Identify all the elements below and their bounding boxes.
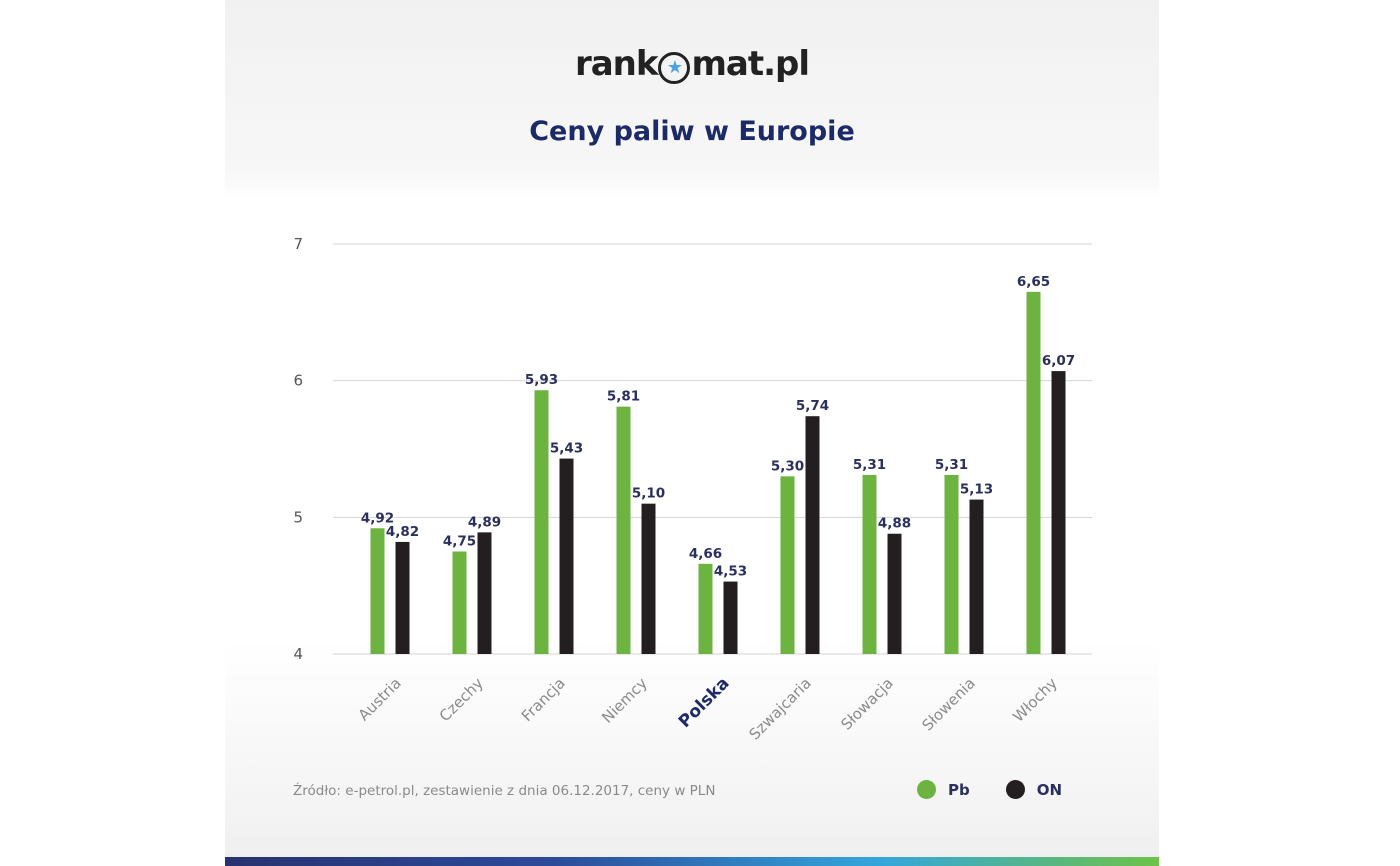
legend-item-pb: Pb	[917, 780, 970, 799]
bar-on	[559, 458, 574, 654]
data-label-pb: 5,30	[771, 458, 804, 474]
bar-on	[887, 533, 902, 654]
data-label-on: 5,43	[550, 441, 583, 457]
y-tick-label: 6	[293, 372, 303, 390]
legend-label-pb: Pb	[948, 780, 970, 799]
data-label-pb: 4,75	[443, 534, 476, 550]
bar-on	[395, 541, 410, 654]
data-label-on: 5,74	[796, 398, 829, 414]
data-label-on: 4,89	[468, 514, 501, 530]
logo-text-right: mat.pl	[691, 44, 810, 84]
bar-on	[805, 416, 820, 654]
data-label-pb: 5,93	[525, 372, 558, 388]
data-label-pb: 5,31	[853, 457, 886, 473]
x-category-label: Szwajcaria	[746, 674, 815, 743]
x-category-label: Polska	[675, 673, 734, 732]
legend-swatch-pb	[917, 780, 936, 799]
star-icon: ★	[658, 52, 691, 84]
x-category-label: Czechy	[436, 674, 487, 725]
bar-on	[641, 503, 656, 654]
bar-pb	[616, 406, 631, 654]
bottom-accent-bar	[225, 857, 1159, 866]
bar-on	[477, 532, 492, 654]
data-label-pb: 5,81	[607, 389, 640, 405]
legend-label-on: ON	[1036, 780, 1063, 799]
chart-legend: Pb ON	[917, 780, 1098, 799]
data-label-on: 4,82	[386, 524, 419, 540]
data-label-on: 4,88	[878, 516, 911, 532]
bar-on	[1051, 371, 1066, 654]
bar-chart: 4 5 6 7 4,924,82 Austria 4,75 4,89 Czechy 5,93 5,4…	[293, 235, 1092, 743]
logo-text-left: rank	[574, 44, 659, 84]
x-category-label: Włochy	[1009, 674, 1061, 726]
bar-pb	[534, 390, 549, 654]
data-label-pb: 4,66	[689, 546, 722, 562]
infographic-card: rank ★ mat.pl Ceny paliw w Europie 4 5 6 7 4,9…	[225, 0, 1159, 866]
bar-pb	[452, 551, 467, 654]
data-label-on: 4,53	[714, 564, 747, 580]
bar-pb	[944, 474, 959, 654]
y-tick-label: 4	[293, 645, 303, 663]
data-label-on: 6,07	[1042, 353, 1075, 369]
data-label-pb: 5,31	[935, 457, 968, 473]
x-category-label: Niemcy	[598, 674, 651, 727]
bar-on	[969, 499, 984, 654]
data-label-pb: 4,92	[361, 510, 394, 526]
data-label-pb: 6,65	[1017, 274, 1050, 290]
rankomat-logo: rank ★ mat.pl	[225, 44, 1159, 84]
y-tick-label: 7	[293, 235, 303, 253]
data-label-on: 5,13	[960, 482, 993, 498]
chart-title: Ceny paliw w Europie	[529, 116, 855, 147]
x-category-label: Słowenia	[918, 674, 978, 734]
y-tick-label: 5	[293, 508, 303, 526]
data-label-on: 5,10	[632, 486, 665, 502]
bar-pb	[698, 563, 713, 654]
x-category-label: Austria	[355, 674, 405, 724]
legend-swatch-on	[1005, 780, 1025, 799]
legend-item-on: ON	[1005, 780, 1063, 799]
bar-pb	[780, 476, 795, 654]
bar-pb	[370, 528, 385, 654]
x-category-label: Francja	[518, 674, 569, 725]
bar-on	[723, 581, 738, 654]
bar-pb	[1026, 291, 1041, 654]
bar-pb	[862, 474, 877, 654]
source-note: Źródło: e-petrol.pl, zestawienie z dnia …	[293, 783, 716, 799]
x-category-label: Słowacja	[837, 674, 896, 733]
